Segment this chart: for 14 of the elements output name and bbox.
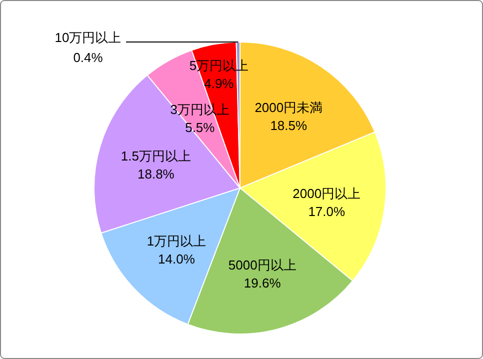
slice-label: 2000円未満 (254, 100, 323, 116)
data-label: 0.4% (73, 50, 104, 65)
data-label: 18.5% (270, 118, 308, 134)
data-label: 4.9% (204, 76, 234, 92)
data-label: 14.0% (158, 251, 196, 266)
slice-label: 5000円以上 (228, 258, 296, 273)
data-label: 18.8% (137, 166, 175, 182)
data-label: 19.6% (244, 276, 282, 291)
slice-label: 10万円以上 (54, 30, 122, 45)
slice-label: 1.5万円以上 (120, 148, 191, 164)
data-label: 17.0% (308, 204, 346, 219)
data-label: 5.5% (185, 120, 216, 135)
slice-label: 2000円以上 (292, 186, 361, 201)
slice-label: 1万円以上 (146, 233, 206, 248)
